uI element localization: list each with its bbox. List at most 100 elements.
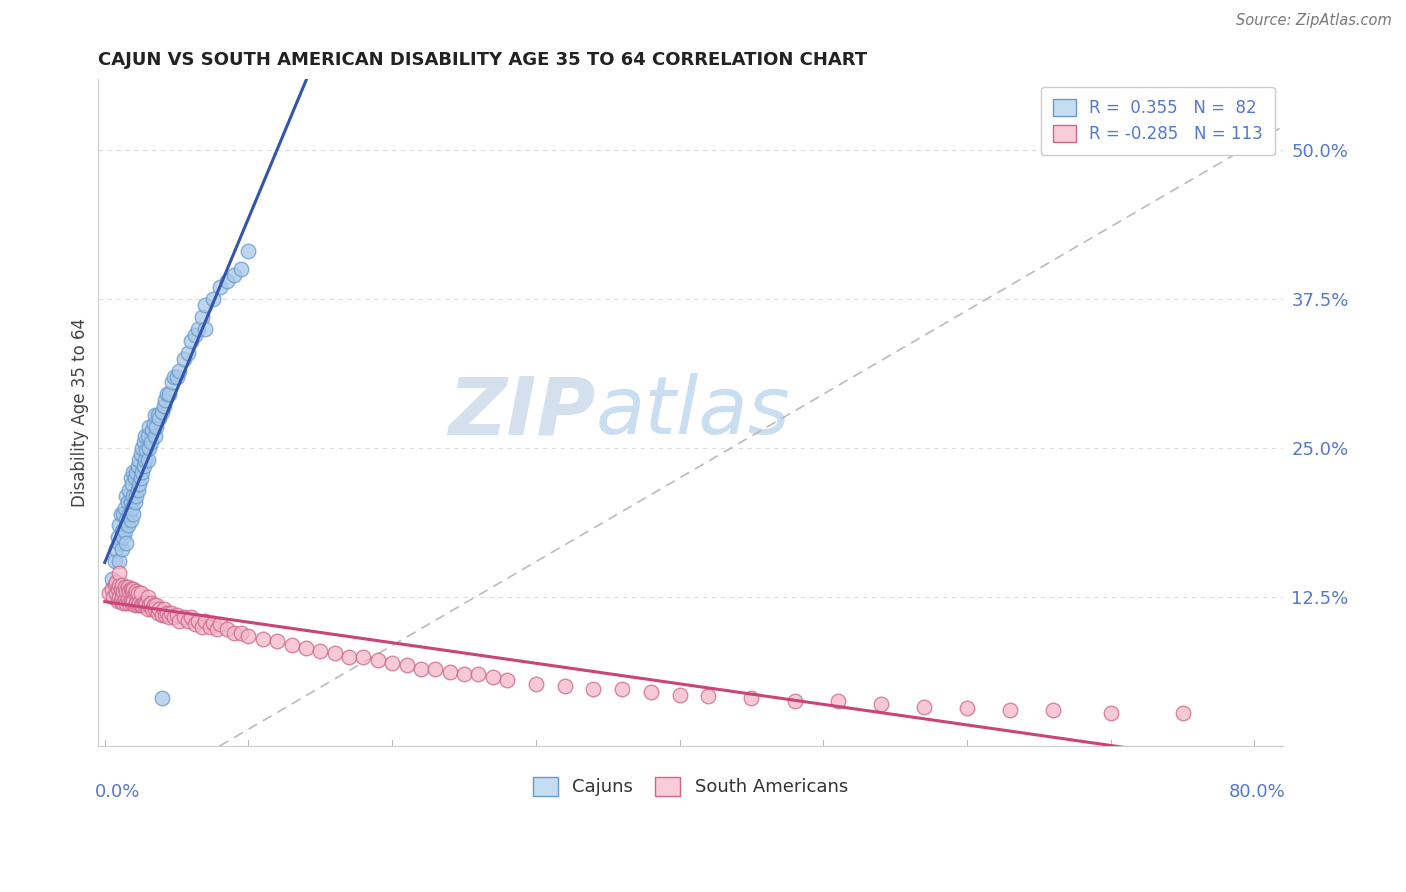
Point xyxy=(114,500,136,515)
Point xyxy=(148,411,170,425)
Point xyxy=(352,649,374,664)
Point xyxy=(128,453,150,467)
Point xyxy=(150,405,173,419)
Point xyxy=(1099,706,1122,720)
Point xyxy=(142,417,165,432)
Point xyxy=(138,441,160,455)
Point xyxy=(668,688,690,702)
Point xyxy=(124,599,146,613)
Point xyxy=(129,471,152,485)
Point xyxy=(141,602,163,616)
Point xyxy=(155,387,177,401)
Point xyxy=(108,578,131,592)
Point xyxy=(252,632,274,646)
Point xyxy=(115,489,138,503)
Point xyxy=(136,590,159,604)
Point xyxy=(139,596,162,610)
Point xyxy=(122,489,145,503)
Point xyxy=(783,694,806,708)
Point xyxy=(194,614,217,628)
Point xyxy=(108,518,131,533)
Point xyxy=(222,625,245,640)
Point xyxy=(146,408,169,422)
Point xyxy=(124,586,146,600)
Point xyxy=(381,656,404,670)
Point xyxy=(104,578,127,592)
Point xyxy=(105,542,128,557)
Point xyxy=(118,507,141,521)
Point xyxy=(231,262,253,277)
Point xyxy=(191,310,214,324)
Point xyxy=(155,606,177,620)
Point xyxy=(177,345,200,359)
Point xyxy=(740,691,762,706)
Point xyxy=(136,429,159,443)
Point xyxy=(117,592,139,607)
Point xyxy=(453,667,475,681)
Point xyxy=(108,536,131,550)
Point xyxy=(153,607,176,622)
Point xyxy=(439,665,461,679)
Point xyxy=(121,584,143,599)
Y-axis label: Disability Age 35 to 64: Disability Age 35 to 64 xyxy=(72,318,89,507)
Point xyxy=(198,620,221,634)
Point xyxy=(309,643,332,657)
Point xyxy=(582,681,605,696)
Point xyxy=(143,602,166,616)
Point xyxy=(112,530,135,544)
Point xyxy=(118,483,141,497)
Point xyxy=(134,429,156,443)
Point xyxy=(108,566,131,581)
Point xyxy=(136,453,159,467)
Point xyxy=(104,554,127,568)
Point xyxy=(127,483,149,497)
Point xyxy=(127,458,149,473)
Point xyxy=(135,443,157,458)
Point xyxy=(111,578,134,592)
Point xyxy=(162,376,184,390)
Point xyxy=(266,634,288,648)
Point xyxy=(101,582,124,596)
Point xyxy=(115,596,138,610)
Point xyxy=(142,599,165,613)
Text: 0.0%: 0.0% xyxy=(96,782,141,801)
Point xyxy=(120,471,142,485)
Point xyxy=(295,641,318,656)
Point xyxy=(177,614,200,628)
Point xyxy=(143,429,166,443)
Point xyxy=(108,590,131,604)
Point xyxy=(150,607,173,622)
Point xyxy=(122,593,145,607)
Point xyxy=(238,244,260,259)
Point xyxy=(159,387,181,401)
Point xyxy=(323,646,346,660)
Point xyxy=(166,607,188,622)
Point xyxy=(1042,703,1064,717)
Point xyxy=(118,596,141,610)
Text: ZIP: ZIP xyxy=(449,373,596,451)
Point xyxy=(610,681,633,696)
Point xyxy=(110,582,132,596)
Text: atlas: atlas xyxy=(596,373,790,451)
Point xyxy=(869,698,891,712)
Point xyxy=(191,620,214,634)
Point xyxy=(163,369,186,384)
Point xyxy=(120,512,142,526)
Point xyxy=(194,322,217,336)
Point xyxy=(136,602,159,616)
Point xyxy=(115,584,138,599)
Point xyxy=(117,494,139,508)
Point xyxy=(201,292,224,306)
Point xyxy=(169,363,191,377)
Point xyxy=(222,268,245,283)
Point xyxy=(117,518,139,533)
Point xyxy=(215,274,238,288)
Point xyxy=(105,586,128,600)
Point xyxy=(125,596,148,610)
Point xyxy=(120,582,142,596)
Point xyxy=(998,703,1021,717)
Point xyxy=(132,596,155,610)
Point xyxy=(121,500,143,515)
Point xyxy=(184,617,207,632)
Point xyxy=(114,524,136,539)
